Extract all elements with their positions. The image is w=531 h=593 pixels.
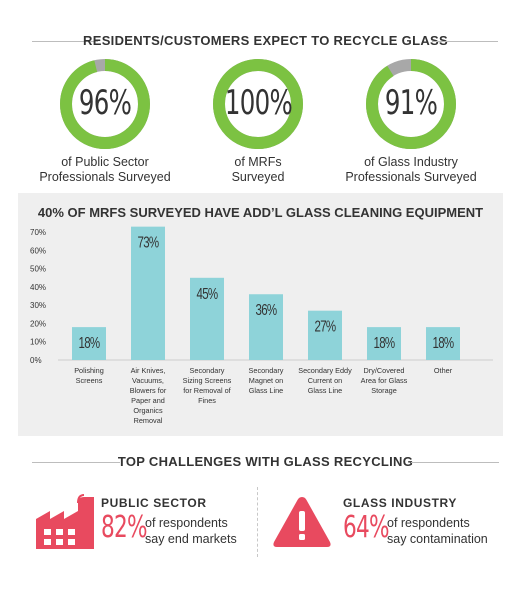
caption-line: Surveyed: [231, 170, 285, 184]
donut-value-public-sector: 96%: [78, 83, 132, 123]
category-label: Glass Line: [249, 386, 283, 395]
desc-line: of respondents: [387, 516, 470, 530]
bar-chart: 0% 10% 20% 30% 40% 50% 60% 70% 18% PolishingScree…: [30, 226, 493, 425]
category-label: Area for Glass: [361, 376, 408, 385]
title-rule-right: [411, 462, 499, 463]
chart-title: 40% OF MRFS SURVEYED HAVE ADD’L GLASS CL…: [37, 205, 484, 220]
donut-value-arc: [366, 59, 456, 149]
category-label: Secondary: [190, 366, 225, 375]
challenge-desc-public-sector: of respondents say end markets: [145, 515, 237, 547]
y-tick-label: 20%: [30, 319, 46, 328]
donut-value-mrfs: 100%: [224, 83, 293, 123]
donut-value-arc: [60, 59, 150, 149]
donut-caption-public-sector: of Public Sector Professionals Surveyed: [20, 155, 190, 185]
y-tick-label: 30%: [30, 301, 46, 310]
challenges-divider: [257, 487, 258, 557]
category-label: Secondary Eddy: [298, 366, 352, 375]
bar-value-label: 45%: [197, 284, 218, 302]
y-tick-label: 0%: [30, 356, 42, 365]
category-label: Screens: [76, 376, 103, 385]
factory-icon: [36, 494, 94, 549]
bar: [249, 294, 283, 360]
bar-value-label: 27%: [315, 317, 336, 335]
title-rule-left: [32, 462, 120, 463]
y-tick-label: 60%: [30, 246, 46, 255]
category-label: Glass Line: [308, 386, 342, 395]
desc-line: of respondents: [145, 516, 228, 530]
bar: [367, 327, 401, 360]
challenges-title: TOP CHALLENGES WITH GLASS RECYCLING: [117, 454, 414, 469]
donut-mrfs: [213, 59, 303, 149]
desc-line: say contamination: [387, 532, 488, 546]
caption-line: of Glass Industry: [364, 155, 458, 169]
bar: [131, 226, 165, 360]
category-label: Fines: [198, 396, 216, 405]
desc-line: say end markets: [145, 532, 237, 546]
category-label: Air Knives,: [131, 366, 166, 375]
challenge-heading-glass-industry: GLASS INDUSTRY: [343, 496, 457, 510]
bar: [308, 310, 342, 360]
category-label: Sizing Screens: [183, 376, 232, 385]
challenge-heading-public-sector: PUBLIC SECTOR: [101, 496, 207, 510]
category-label: Current on: [308, 376, 342, 385]
category-label: Removal: [134, 416, 163, 425]
bar-value-label: 18%: [79, 333, 100, 351]
title-rule-right: [432, 41, 498, 42]
bar: [426, 327, 460, 360]
category-label: Polishing: [74, 366, 104, 375]
category-label: Secondary: [249, 366, 284, 375]
warning-icon: [273, 497, 331, 547]
donut-value-glass-industry: 91%: [384, 83, 438, 123]
category-label: Magnet on: [249, 376, 283, 385]
caption-line: of Public Sector: [61, 155, 149, 169]
category-label: Blowers for: [130, 386, 167, 395]
donut-caption-mrfs: of MRFs Surveyed: [173, 155, 343, 185]
bar: [72, 327, 106, 360]
y-tick-label: 40%: [30, 283, 46, 292]
y-tick-label: 50%: [30, 265, 46, 274]
category-label: Dry/Covered: [364, 366, 405, 375]
category-label: Other: [434, 366, 453, 375]
bar-value-label: 73%: [138, 233, 159, 251]
category-label: for Removal of: [183, 386, 231, 395]
donut-public-sector: [60, 59, 150, 149]
title-rule-left: [32, 41, 98, 42]
y-tick-label: 10%: [30, 338, 46, 347]
bar-value-label: 18%: [433, 333, 454, 351]
bar-value-label: 36%: [256, 300, 277, 318]
donut-glass-industry: [366, 59, 456, 149]
challenge-pct-glass-industry: 64%: [343, 510, 390, 545]
category-label: Storage: [371, 386, 397, 395]
caption-line: of MRFs: [234, 155, 282, 169]
bar-value-label: 18%: [374, 333, 395, 351]
challenge-desc-glass-industry: of respondents say contamination: [387, 515, 488, 547]
donut-caption-glass-industry: of Glass Industry Professionals Surveyed: [326, 155, 496, 185]
category-label: Paper and: [131, 396, 165, 405]
chart-panel: 40% OF MRFS SURVEYED HAVE ADD’L GLASS CL…: [18, 193, 503, 436]
challenge-pct-public-sector: 82%: [101, 510, 148, 545]
survey-title: RESIDENTS/CUSTOMERS EXPECT TO RECYCLE GL…: [83, 33, 448, 48]
donut-value-arc: [213, 59, 303, 149]
caption-line: Professionals Surveyed: [345, 170, 477, 184]
bar: [190, 277, 224, 360]
category-label: Organics: [133, 406, 163, 415]
y-tick-label: 70%: [30, 228, 46, 237]
caption-line: Professionals Surveyed: [39, 170, 171, 184]
category-label: Vacuums,: [132, 376, 164, 385]
